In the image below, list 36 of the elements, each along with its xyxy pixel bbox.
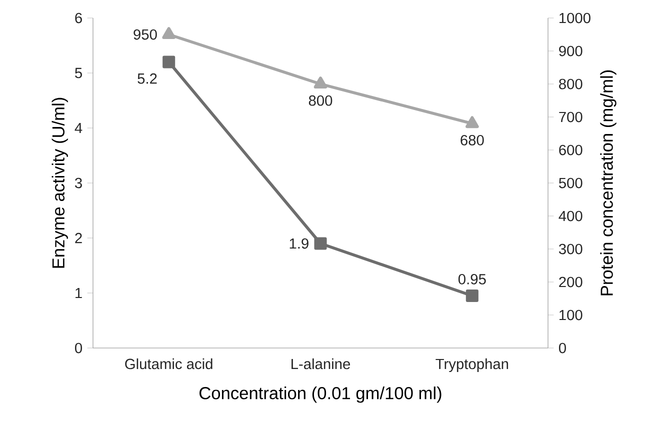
x-tick-label: Tryptophan — [436, 358, 508, 372]
y2-tick-label: 100 — [560, 310, 582, 320]
point — [314, 237, 327, 250]
point — [162, 27, 176, 39]
y-tick-label: 6 — [75, 12, 82, 24]
y2-tick-label: 800 — [559, 78, 582, 90]
y2-tick-label: 500 — [558, 178, 582, 188]
y2-tick-label: 0 — [558, 342, 566, 354]
y-tick-label: 2 — [75, 232, 82, 244]
y-tick-label: 5 — [75, 68, 82, 78]
point — [162, 56, 176, 68]
x-tick-label: L-alanine — [292, 358, 350, 370]
y-tick-label: 4 — [74, 122, 82, 134]
y2-tick-label: 300 — [558, 244, 582, 254]
y-tick-label: 1 — [76, 288, 82, 298]
x-axis-title: Concentration (0.01 gm/100 ml) — [200, 386, 442, 403]
y-axis-title: Enzyme activity (U/ml) — [52, 98, 68, 268]
y2-axis-title: Protein concentration (mg/ml) — [600, 70, 616, 296]
point — [314, 76, 328, 88]
y2-tick-label: 1000 — [560, 12, 590, 24]
y-tick-label: 3 — [75, 178, 82, 188]
y2-tick-label: 700 — [559, 112, 582, 122]
x-tick-label: Glutamic acid — [125, 358, 212, 370]
data-label: 800 — [308, 95, 332, 106]
y2-tick-label: 900 — [559, 46, 582, 56]
y2-tick-label: 600 — [559, 144, 582, 156]
data-label: 1.9 — [290, 238, 308, 249]
data-label: 5.2 — [138, 73, 157, 84]
point — [466, 289, 478, 302]
data-label: 0.95 — [458, 274, 486, 284]
data-label: 680 — [460, 134, 484, 146]
data-label: 950 — [134, 29, 157, 40]
y2-tick-label: 400 — [558, 210, 582, 222]
y-tick-label: 0 — [75, 342, 82, 354]
y2-tick-label: 200 — [559, 276, 582, 288]
point — [466, 116, 479, 128]
